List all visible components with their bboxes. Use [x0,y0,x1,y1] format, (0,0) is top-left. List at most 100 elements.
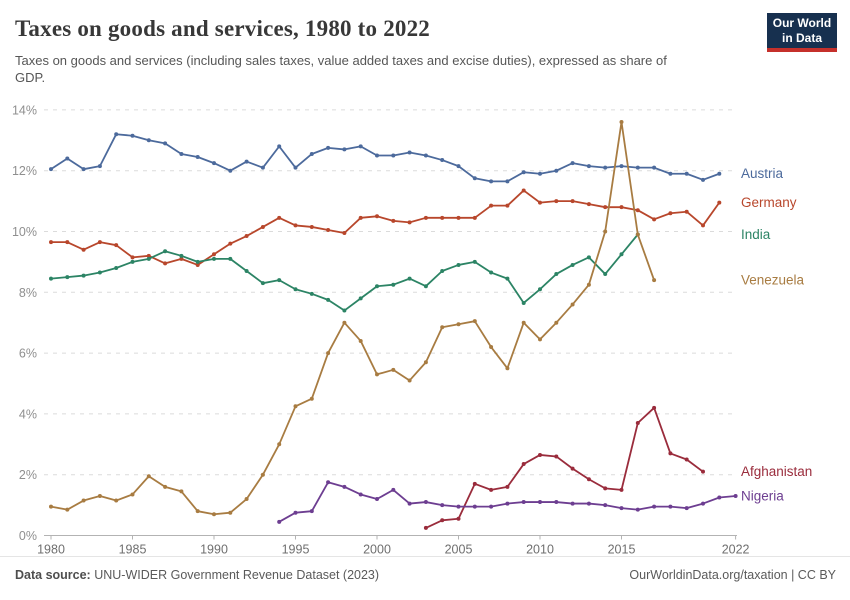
series-point-nigeria-2016[interactable] [635,507,640,512]
series-point-afghanistan-2007[interactable] [489,487,494,492]
series-point-afghanistan-2013[interactable] [586,477,591,482]
series-point-afghanistan-2017[interactable] [652,405,657,410]
series-point-germany-1996[interactable] [309,224,314,229]
series-point-germany-1986[interactable] [146,253,151,258]
series-point-india-2002[interactable] [407,276,412,281]
series-point-venezuela-2007[interactable] [489,345,494,350]
series-point-venezuela-1994[interactable] [277,442,282,447]
series-point-austria-1994[interactable] [277,144,282,149]
series-point-germany-2020[interactable] [701,223,705,228]
series-line-austria[interactable] [50,133,721,183]
series-point-india-1980[interactable] [49,276,53,281]
series-point-venezuela-1989[interactable] [195,509,200,514]
series-point-austria-2010[interactable] [538,171,542,176]
series-point-venezuela-2014[interactable] [603,229,608,234]
series-point-austria-1989[interactable] [195,155,200,160]
series-point-nigeria-2009[interactable] [521,500,526,505]
series-point-germany-2004[interactable] [440,215,445,220]
series-point-nigeria-1994[interactable] [277,519,282,524]
series-point-afghanistan-2019[interactable] [684,457,689,462]
series-point-india-1987[interactable] [163,249,168,254]
series-point-venezuela-2001[interactable] [391,367,396,372]
series-point-venezuela-2004[interactable] [440,325,445,330]
series-point-germany-2017[interactable] [652,217,657,222]
series-point-germany-2002[interactable] [407,220,412,225]
series-point-india-2001[interactable] [391,282,396,287]
series-point-nigeria-1995[interactable] [293,510,298,515]
series-point-venezuela-1988[interactable] [179,489,184,494]
series-line-germany[interactable] [50,189,721,266]
series-point-afghanistan-2008[interactable] [505,484,510,489]
series-point-austria-1992[interactable] [244,159,249,164]
series-point-austria-2008[interactable] [505,179,510,184]
series-point-venezuela-2010[interactable] [538,337,542,342]
series-point-venezuela-1992[interactable] [244,497,249,502]
series-point-germany-2009[interactable] [521,188,526,193]
series-point-austria-2005[interactable] [456,164,461,169]
series-line-venezuela[interactable] [50,121,655,516]
series-point-austria-1980[interactable] [49,167,53,172]
series-point-venezuela-2017[interactable] [652,278,657,283]
series-point-india-1985[interactable] [130,259,135,264]
series-point-austria-2012[interactable] [570,161,575,166]
series-point-germany-2013[interactable] [586,202,591,207]
series-point-afghanistan-2016[interactable] [635,421,640,426]
series-point-venezuela-1980[interactable] [49,504,53,509]
series-point-germany-2016[interactable] [635,208,640,213]
series-point-venezuela-1991[interactable] [228,510,233,515]
series-point-nigeria-1997[interactable] [326,480,331,485]
series-point-austria-1998[interactable] [342,147,347,152]
series-point-nigeria-2007[interactable] [489,504,494,509]
series-point-nigeria-2018[interactable] [668,504,673,509]
series-point-germany-2021[interactable] [717,200,722,205]
series-label-india[interactable]: India [741,227,771,242]
series-point-germany-2012[interactable] [570,199,575,204]
footer-link[interactable]: OurWorldinData.org/taxation | CC BY [629,568,836,582]
series-point-austria-1997[interactable] [326,145,331,150]
series-point-austria-1985[interactable] [130,133,135,138]
series-point-germany-1983[interactable] [97,240,102,245]
series-point-austria-1982[interactable] [81,167,86,172]
series-point-india-1993[interactable] [260,281,265,286]
series-point-afghanistan-2003[interactable] [423,525,428,530]
series-point-india-2009[interactable] [521,300,526,305]
series-point-austria-1999[interactable] [358,144,363,149]
series-point-venezuela-1995[interactable] [293,404,298,409]
series-point-venezuela-1993[interactable] [260,472,265,477]
series-point-venezuela-1985[interactable] [130,492,135,497]
series-point-nigeria-2000[interactable] [375,497,379,502]
series-point-nigeria-2017[interactable] [652,504,657,509]
series-point-venezuela-1984[interactable] [114,498,119,503]
series-point-india-1988[interactable] [179,253,184,258]
series-point-india-1996[interactable] [309,291,314,296]
series-point-nigeria-2013[interactable] [586,501,591,506]
series-point-venezuela-2006[interactable] [472,319,477,324]
series-point-afghanistan-2014[interactable] [603,486,608,491]
series-point-austria-2009[interactable] [521,170,526,175]
series-point-austria-2013[interactable] [586,164,591,169]
series-point-venezuela-2008[interactable] [505,366,510,371]
series-point-austria-2015[interactable] [619,164,624,169]
series-point-nigeria-1996[interactable] [309,509,314,514]
series-point-germany-2015[interactable] [619,205,624,210]
series-point-germany-2019[interactable] [684,209,689,214]
series-point-austria-1983[interactable] [97,164,102,169]
series-point-austria-1990[interactable] [212,161,216,166]
series-point-austria-1981[interactable] [65,156,70,161]
series-point-venezuela-1996[interactable] [309,396,314,401]
series-point-germany-1985[interactable] [130,255,135,260]
series-point-india-2003[interactable] [423,284,428,289]
series-point-nigeria-2003[interactable] [423,500,428,505]
series-point-germany-1997[interactable] [326,227,331,232]
series-line-india[interactable] [50,233,639,312]
series-point-venezuela-2016[interactable] [635,232,640,237]
series-point-india-2005[interactable] [456,262,461,267]
series-point-nigeria-2015[interactable] [619,506,624,511]
series-point-india-1986[interactable] [146,256,151,261]
series-point-austria-2007[interactable] [489,179,494,184]
series-point-germany-1989[interactable] [195,262,200,267]
series-point-venezuela-2009[interactable] [521,320,526,325]
series-point-india-2011[interactable] [554,272,559,277]
series-point-austria-1993[interactable] [260,165,265,170]
